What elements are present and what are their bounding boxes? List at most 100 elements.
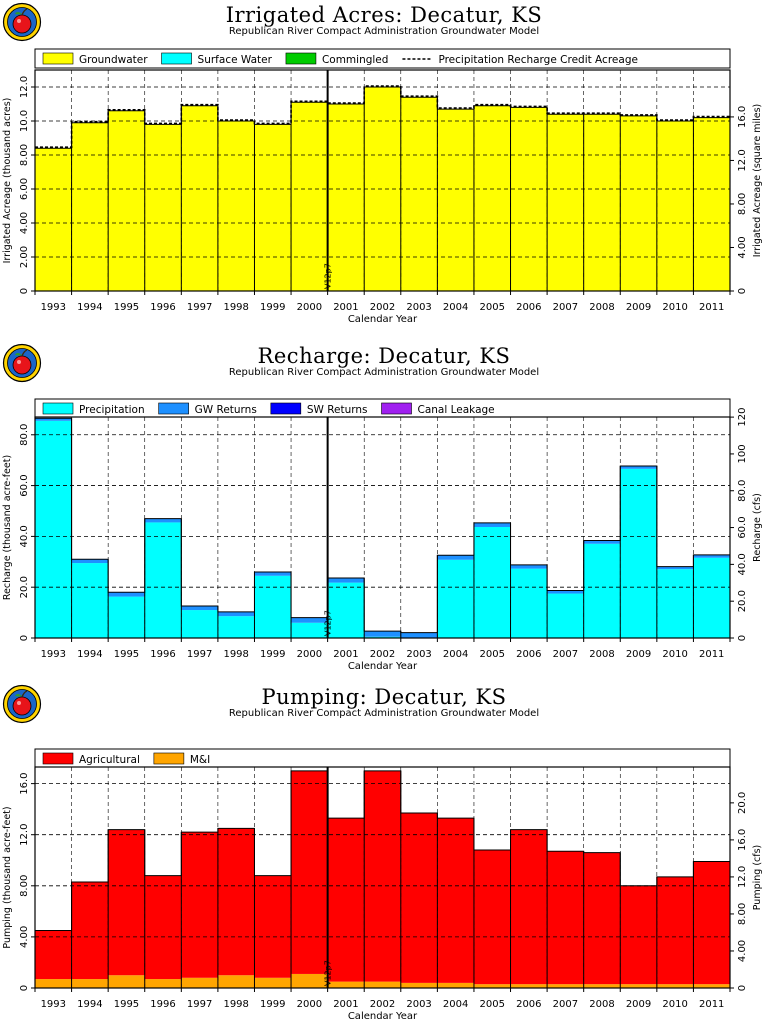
- plot-frame: [34, 69, 731, 292]
- bar-agricultural-2005: [473, 850, 511, 985]
- bar-groundwater-1997: [181, 105, 218, 291]
- legend-label: M&I: [190, 754, 210, 766]
- bar-precipitation-2001: [327, 582, 365, 638]
- bar-gw-returns-1995: [108, 592, 145, 597]
- y-axis-label: Recharge (thousand acre-feet): [2, 455, 13, 600]
- x-tick-label: 1996: [150, 999, 175, 1010]
- x-tick-label: 2001: [333, 302, 358, 313]
- rrca-apple-logo: [2, 684, 42, 724]
- y-tick-label: 2.00: [19, 246, 30, 268]
- y2-tick-label: 8.00: [737, 193, 748, 215]
- x-tick-label: 2010: [662, 999, 687, 1010]
- y2-tick-label: 4.00: [737, 236, 748, 258]
- bar-agricultural-1993: [35, 930, 72, 980]
- bar-agricultural-2011: [693, 861, 730, 985]
- y-tick-label: 0: [19, 288, 30, 294]
- y-tick-label: 20.0: [19, 576, 30, 598]
- bar-groundwater-2010: [656, 121, 694, 291]
- chart-title: Recharge: Decatur, KS: [257, 344, 511, 368]
- pumping-panel: V12p7 0 4.00 8.00 12.0 16.0 0 4.00 8.00 12.0 16.0 2…: [0, 682, 768, 1023]
- x-tick-label: 2007: [553, 649, 578, 660]
- bar-m-i-2010: [656, 984, 694, 988]
- bar-groundwater-2001: [327, 104, 365, 291]
- bar-agricultural-2010: [656, 876, 694, 985]
- legend-swatch: [42, 52, 74, 65]
- bar-gw-returns-2011: [693, 554, 730, 558]
- x-tick-label: 1998: [223, 999, 248, 1010]
- x-tick-label: 1995: [114, 302, 139, 313]
- bar-gw-returns-2004: [437, 555, 474, 560]
- bar-gw-returns-2008: [583, 540, 621, 544]
- bar-gw-returns-1998: [217, 611, 255, 617]
- y-tick-label: 4.00: [19, 212, 30, 234]
- y2-tick-label: 20.0: [737, 792, 748, 814]
- bar-precipitation-2002: [364, 636, 401, 638]
- x-tick-label: 2003: [406, 649, 431, 660]
- x-tick-label: 2004: [443, 302, 468, 313]
- y-tick-label: 40.0: [19, 525, 30, 547]
- chart-subtitle: Republican River Compact Administration …: [228, 708, 540, 719]
- bar-m-i-2007: [547, 984, 584, 988]
- series-precipitation-recharge-credit-line: [35, 85, 730, 148]
- apple-icon: [2, 343, 42, 383]
- bar-precipitation-1996: [144, 522, 182, 638]
- x-tick-label: 1998: [223, 649, 248, 660]
- x-tick-label: 1997: [187, 999, 212, 1010]
- y-tick-label: 12.0: [19, 824, 30, 846]
- x-tick-label: 2008: [589, 999, 614, 1010]
- apple-icon: [2, 2, 42, 42]
- x-tick-label: 1999: [260, 302, 285, 313]
- bar-gw-returns-2003: [400, 632, 438, 638]
- x-tick-label: 1996: [150, 649, 175, 660]
- bar-m-i-2009: [620, 984, 657, 988]
- x-tick-label: 2000: [297, 999, 322, 1010]
- bar-m-i-1996: [144, 979, 182, 988]
- version-marker-label: V12p7: [324, 610, 333, 636]
- y2-tick-label: 12.0: [737, 149, 748, 171]
- x-tick-label: 2002: [370, 999, 395, 1010]
- bar-gw-returns-2001: [327, 578, 365, 583]
- bar-m-i-2003: [400, 982, 438, 988]
- y2-tick-label: 0: [737, 635, 748, 641]
- irrigated-acres-panel: V12p7 0 2.00 4.00 6.00 8.00 10.0 12.0 0 4.00 8.00 1…: [0, 0, 768, 341]
- bar-groundwater-2007: [547, 114, 584, 291]
- y-tick-label: 10.0: [19, 110, 30, 132]
- bar-agricultural-2007: [547, 851, 584, 985]
- bar-groundwater-2011: [693, 117, 730, 291]
- x-tick-label: 2001: [333, 649, 358, 660]
- y2-tick-label: 120: [737, 408, 748, 427]
- pumping-chart: V12p7 0 4.00 8.00 12.0 16.0 0 4.00 8.00 12.0 16.0 2…: [2, 748, 763, 1022]
- bar-m-i-1993: [35, 979, 72, 988]
- x-axis-label: Calendar Year: [348, 314, 418, 325]
- x-tick-label: 1997: [187, 302, 212, 313]
- x-tick-label: 2009: [626, 999, 651, 1010]
- legend-swatch: [270, 402, 302, 415]
- x-tick-label: 2001: [333, 999, 358, 1010]
- bar-groundwater-2005: [473, 105, 511, 291]
- irrigated-acres-chart: V12p7 0 2.00 4.00 6.00 8.00 10.0 12.0 0 4.00 8.00 1…: [2, 48, 763, 325]
- y-tick-label: 0: [19, 635, 30, 641]
- bar-precipitation-2011: [693, 557, 730, 638]
- bar-groundwater-1999: [254, 124, 292, 292]
- bar-agricultural-2008: [583, 852, 621, 985]
- bar-m-i-2006: [510, 984, 548, 988]
- rrca-apple-logo: [2, 343, 42, 383]
- x-tick-label: 1999: [260, 999, 285, 1010]
- bar-precipitation-1997: [181, 610, 218, 638]
- x-tick-label: 1997: [187, 649, 212, 660]
- plot-frame: [34, 766, 731, 989]
- y2-tick-label: 80.0: [737, 480, 748, 502]
- bar-precipitation-2010: [656, 569, 694, 638]
- x-tick-label: 2007: [553, 999, 578, 1010]
- bar-agricultural-1996: [144, 875, 182, 980]
- bar-agricultural-1994: [71, 881, 109, 980]
- bar-gw-returns-1999: [254, 571, 292, 576]
- bar-gw-returns-1994: [71, 559, 109, 564]
- bar-agricultural-1998: [217, 828, 255, 976]
- x-axis-label: Calendar Year: [348, 661, 418, 672]
- y2-tick-label: 16.0: [737, 829, 748, 851]
- bar-m-i-1994: [71, 979, 109, 988]
- bar-m-i-2004: [437, 982, 474, 988]
- x-tick-label: 2008: [589, 649, 614, 660]
- bar-m-i-2002: [364, 981, 401, 988]
